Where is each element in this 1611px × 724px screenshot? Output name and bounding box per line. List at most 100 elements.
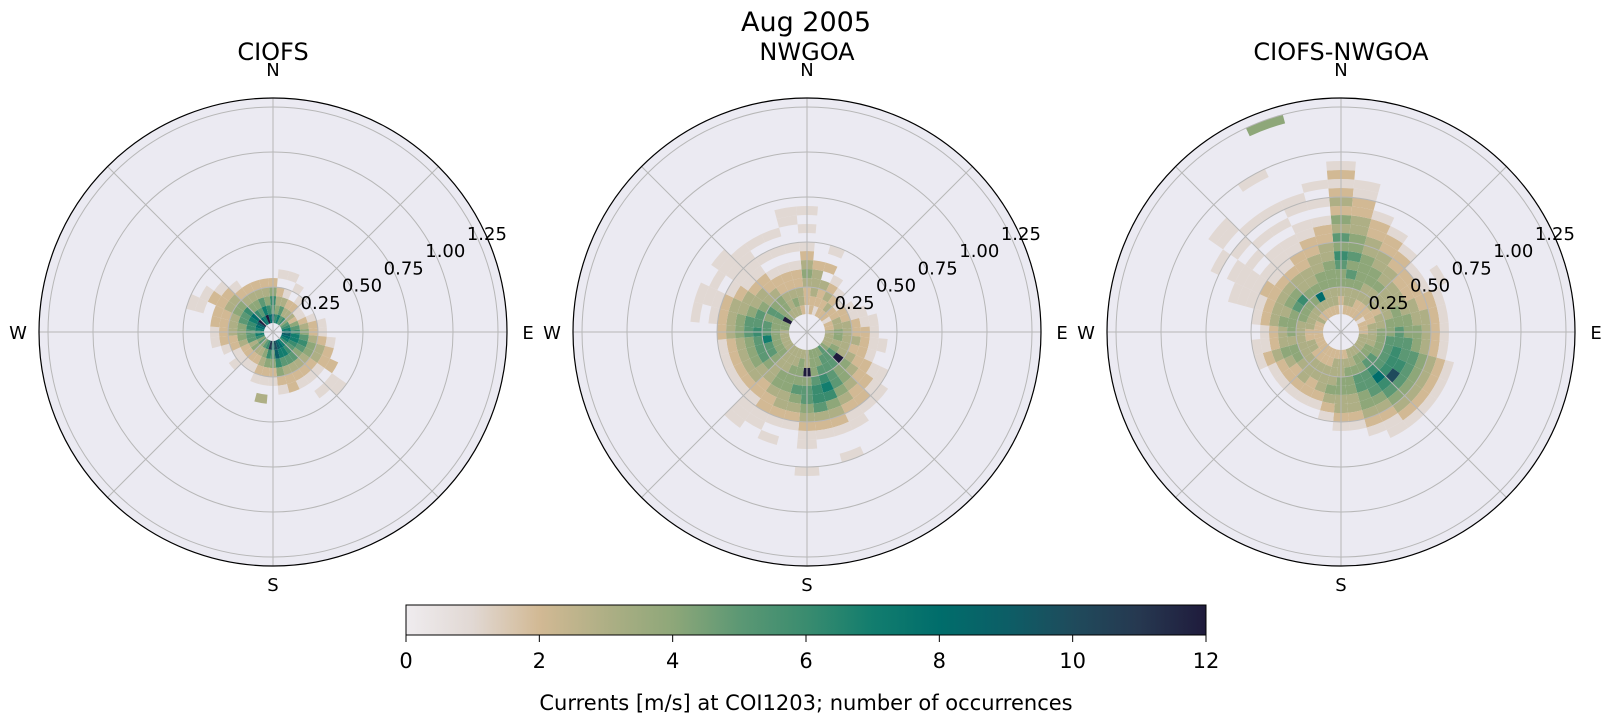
rose-cell (1280, 345, 1293, 359)
rose-cell (793, 375, 804, 386)
rose-cell (1283, 354, 1297, 369)
rose-cell (268, 314, 273, 324)
rose-cell (1360, 347, 1371, 358)
rose-cell (229, 312, 241, 323)
rose-cell (279, 319, 288, 327)
rose-cell (1361, 245, 1380, 259)
rose-cell (1344, 366, 1353, 377)
rose-cell (1398, 378, 1415, 396)
rose-cell (1329, 287, 1338, 298)
rose-cell (254, 392, 268, 404)
rose-cell (756, 376, 771, 391)
rose-cell (265, 314, 271, 324)
rose-cell (829, 343, 840, 353)
rose-cell (250, 342, 261, 352)
rose-cell (777, 306, 788, 317)
rose-cell (740, 373, 757, 390)
rose-cell (1347, 297, 1357, 308)
rose-cell (260, 317, 268, 326)
rose-cell (1243, 270, 1260, 291)
rose-cell (284, 299, 294, 310)
rose-cell (812, 392, 826, 404)
rose-cell (1274, 274, 1291, 291)
rose-cell (726, 311, 738, 326)
rose-cell (247, 291, 258, 303)
rose-cell (255, 332, 265, 337)
rose-cell (317, 354, 331, 369)
rose-cell (776, 283, 788, 296)
rose-cell (823, 389, 838, 402)
rose-cell (237, 322, 247, 330)
rose-cell (870, 383, 889, 402)
rose-cell (1350, 364, 1361, 376)
rose-cell (812, 260, 826, 272)
rose-cell (818, 354, 828, 365)
rose-cell (1239, 214, 1264, 237)
rose-cell (1397, 243, 1418, 262)
rose-cell (1271, 301, 1284, 316)
rose-cell (784, 372, 796, 385)
rose-cell (1364, 413, 1383, 428)
direction-label-n: N (266, 60, 279, 81)
rose-cell (847, 309, 860, 321)
colorbar-tick-label: 10 (1059, 649, 1086, 673)
rose-cell (847, 343, 860, 355)
rose-cell (765, 383, 781, 398)
rose-cell (1327, 278, 1338, 289)
rose-cell (1314, 325, 1324, 331)
rose-cell (1419, 308, 1431, 325)
rose-cell (321, 345, 334, 359)
rose-cell (246, 336, 257, 344)
rose-cell (740, 274, 757, 291)
rose-cell (297, 316, 308, 326)
rose-cell (1384, 318, 1395, 329)
rose-cell (728, 297, 742, 314)
rose-cell (1363, 376, 1378, 390)
colorbar-tick-label: 2 (533, 649, 546, 673)
rose-cell (248, 316, 259, 325)
rose-cell (1410, 311, 1422, 326)
rose-cell (1321, 364, 1332, 376)
rose-cell (1325, 356, 1335, 367)
rose-cell (853, 389, 871, 406)
rose-cell (1357, 389, 1372, 402)
rose-cell (1297, 312, 1309, 323)
rose-cell (818, 372, 830, 385)
colorbar-label: Currents [m/s] at COI1203; number of occ… (539, 691, 1072, 715)
rose-cell (1324, 269, 1337, 280)
rose-cell (277, 269, 290, 280)
rose-cell (1329, 348, 1337, 359)
rose-cell (772, 316, 783, 326)
rose-cell (1356, 291, 1367, 303)
rose-cell (753, 318, 764, 329)
rose-cell (1267, 285, 1283, 302)
rose-cell (1306, 397, 1323, 411)
rose-cell (1377, 273, 1392, 288)
rose-cell (1310, 389, 1325, 402)
rose-cell (1344, 287, 1353, 298)
rose-cell (219, 318, 230, 329)
rose-cell (275, 340, 281, 350)
rose-cell (755, 398, 773, 414)
rose-cell (754, 343, 767, 355)
rose-cell (765, 413, 784, 428)
rose-cell (829, 376, 844, 390)
rose-cell (720, 352, 734, 371)
rose-cell (780, 325, 790, 331)
rose-cell (1367, 334, 1377, 342)
rose-cell (1366, 227, 1387, 243)
rose-cell (815, 427, 835, 440)
rose-cell (1262, 350, 1276, 367)
rose-cell (782, 339, 793, 348)
direction-label-n: N (800, 60, 813, 81)
rose-cell (786, 401, 801, 413)
rose-cell (1305, 334, 1315, 342)
rose-cell (1301, 179, 1329, 193)
rose-cell (770, 376, 785, 390)
rose-cell (1295, 227, 1316, 243)
rose-cell (285, 342, 296, 352)
rose-cell (848, 382, 865, 399)
rose-cell (1304, 274, 1319, 288)
rose-cell (1345, 384, 1358, 395)
rose-cell (817, 309, 827, 320)
